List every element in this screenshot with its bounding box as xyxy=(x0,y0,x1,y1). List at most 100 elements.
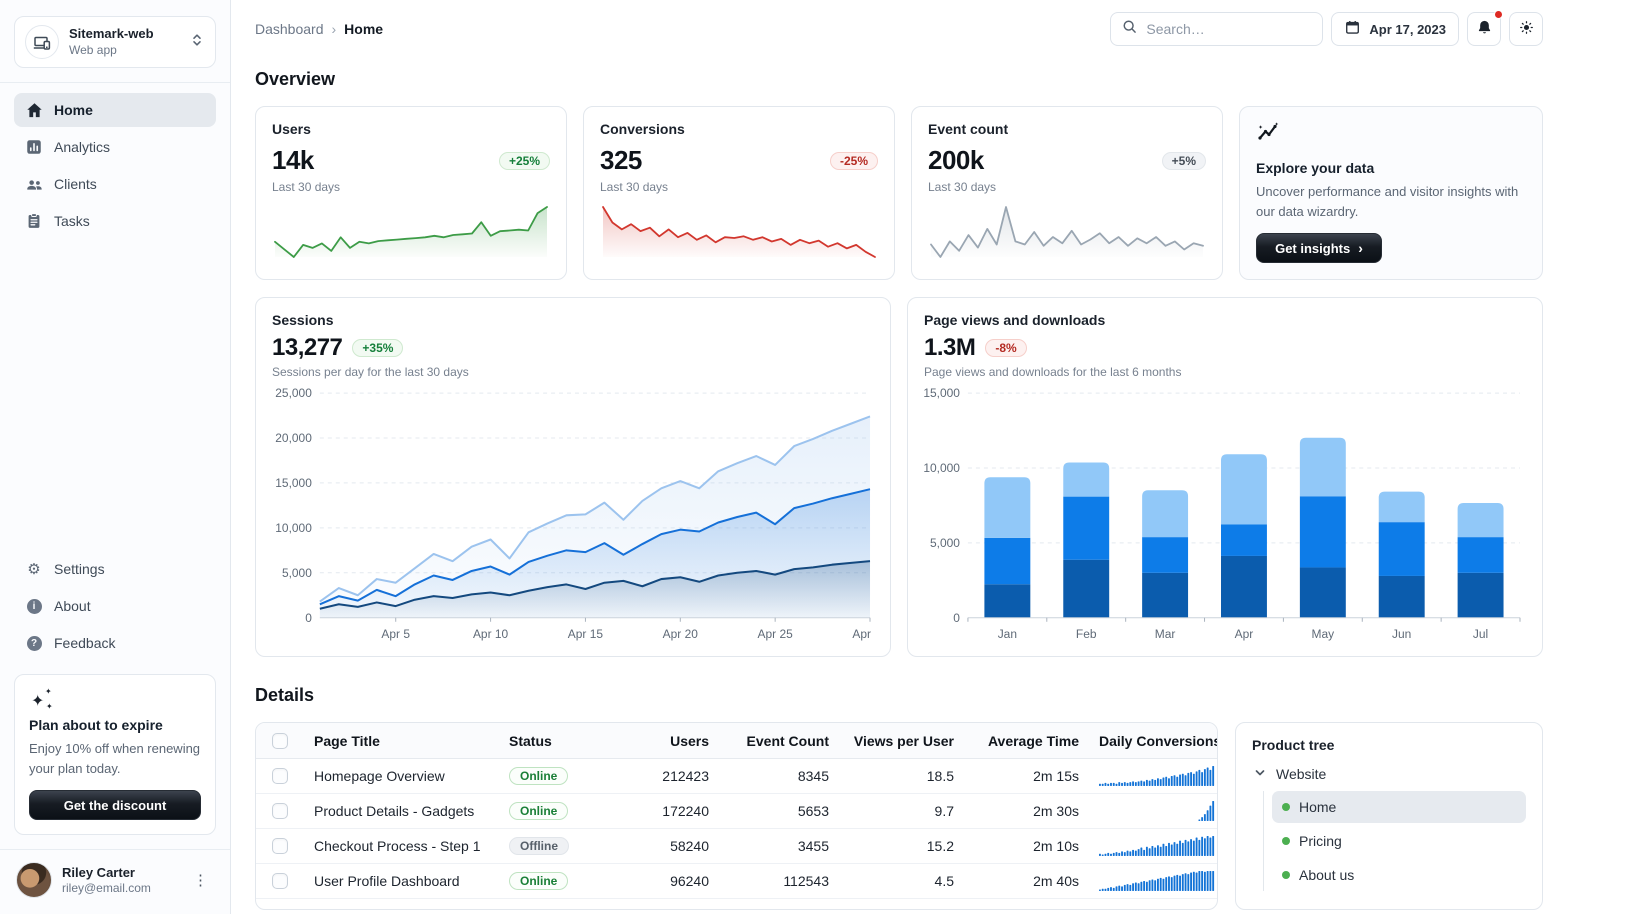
svg-text:Feb: Feb xyxy=(1076,627,1097,641)
svg-text:15,000: 15,000 xyxy=(275,476,312,490)
cell-daily-conversions xyxy=(1089,799,1217,824)
tree-item-label: About us xyxy=(1299,867,1355,883)
sidebar-item-feedback[interactable]: ? Feedback xyxy=(14,626,216,660)
cell-daily-conversions xyxy=(1089,834,1217,859)
row-checkbox[interactable] xyxy=(272,803,288,819)
theme-toggle-button[interactable] xyxy=(1509,12,1543,46)
table-row[interactable]: Checkout Process - Step 1 Offline 58240 345… xyxy=(256,829,1217,864)
sparkle-icon: ✦ ✦ ✦ xyxy=(31,687,53,711)
pageviews-chart-title: Page views and downloads xyxy=(924,312,1106,328)
svg-text:May: May xyxy=(1312,627,1335,641)
row-checkbox[interactable] xyxy=(272,768,288,784)
row-checkbox[interactable] xyxy=(272,838,288,854)
avatar xyxy=(16,862,52,898)
column-header-daily-conversions[interactable]: Daily Conversions xyxy=(1099,732,1217,749)
people-icon xyxy=(24,174,44,194)
svg-text:5,000: 5,000 xyxy=(282,566,312,580)
cell-page-title: Checkout Process - Step 1 xyxy=(314,838,481,854)
sidebar-item-home[interactable]: Home xyxy=(14,93,216,127)
calendar-icon xyxy=(1344,19,1361,39)
date-label: Apr 17, 2023 xyxy=(1369,21,1446,37)
stat-card-users: Users 14k +25% Last 30 days xyxy=(255,106,567,280)
column-header-status[interactable]: Status xyxy=(509,732,552,749)
pageviews-value: 1.3M xyxy=(924,334,976,361)
cell-average-time: 2m 15s xyxy=(1033,768,1079,784)
date-picker-button[interactable]: Apr 17, 2023 xyxy=(1331,12,1459,46)
svg-text:Apr: Apr xyxy=(1235,627,1254,641)
devices-icon xyxy=(25,25,59,59)
sidebar-item-tasks[interactable]: Tasks xyxy=(14,204,216,238)
select-all-checkbox[interactable] xyxy=(272,732,288,749)
search-input[interactable] xyxy=(1146,21,1313,37)
help-icon: ? xyxy=(24,633,44,653)
breadcrumb: Dashboard › Home xyxy=(255,21,383,37)
sidebar-item-analytics[interactable]: Analytics xyxy=(14,130,216,164)
table-row[interactable]: Product Details - Gadgets Online 172240 565… xyxy=(256,794,1217,829)
column-header-event-count[interactable]: Event Count xyxy=(746,732,829,749)
tree-item-home[interactable]: Home xyxy=(1272,791,1526,823)
svg-text:Apr 5: Apr 5 xyxy=(381,627,410,641)
product-tree-title: Product tree xyxy=(1252,737,1335,753)
tree-item-pricing[interactable]: Pricing xyxy=(1272,825,1526,857)
notification-dot xyxy=(1494,10,1503,19)
explore-card-body: Uncover performance and visitor insights… xyxy=(1256,184,1519,219)
home-icon xyxy=(24,100,44,120)
table-row[interactable]: User Profile Dashboard Online 96240 112543 4… xyxy=(256,864,1217,899)
notifications-button[interactable] xyxy=(1467,10,1503,46)
stat-card-conversions: Conversions 325 -25% Last 30 days xyxy=(583,106,895,280)
pageviews-chart-card: Page views and downloads 1.3M -8% Page v… xyxy=(907,297,1543,657)
tree-item-about-us[interactable]: About us xyxy=(1272,859,1526,891)
row-checkbox[interactable] xyxy=(272,873,288,889)
get-discount-button[interactable]: Get the discount xyxy=(29,790,201,820)
svg-text:15,000: 15,000 xyxy=(924,387,960,400)
sessions-value: 13,277 xyxy=(272,334,343,361)
sessions-subtitle: Sessions per day for the last 30 days xyxy=(272,365,469,379)
cell-views-per-user: 4.5 xyxy=(934,873,954,889)
svg-text:Apr 20: Apr 20 xyxy=(663,627,699,641)
status-badge: Online xyxy=(509,802,569,820)
cell-event-count: 112543 xyxy=(783,873,829,889)
cell-users: 172240 xyxy=(662,803,709,819)
svg-text:5,000: 5,000 xyxy=(930,536,960,550)
tree-node-website[interactable]: Website xyxy=(1252,759,1526,789)
cell-status: Offline xyxy=(499,837,619,855)
cell-users: 58240 xyxy=(670,838,709,854)
column-header-users[interactable]: Users xyxy=(670,732,709,749)
svg-text:10,000: 10,000 xyxy=(924,461,960,475)
table-row[interactable]: Homepage Overview Online 212423 8345 18.5 2m … xyxy=(256,759,1217,794)
cell-page-title: Homepage Overview xyxy=(314,768,445,784)
svg-text:Jan: Jan xyxy=(998,627,1017,641)
column-header-page-title[interactable]: Page Title xyxy=(314,732,380,749)
search-icon xyxy=(1121,18,1138,40)
stat-card-value: 200k xyxy=(928,145,984,175)
topbar: Dashboard › Home xyxy=(255,10,1543,47)
plan-card-title: Plan about to expire xyxy=(29,717,163,733)
pageviews-subtitle: Page views and downloads for the last 6 … xyxy=(924,365,1182,379)
svg-text:25,000: 25,000 xyxy=(275,387,312,400)
status-badge: Online xyxy=(509,767,569,785)
column-header-average-time[interactable]: Average Time xyxy=(987,732,1079,749)
svg-text:0: 0 xyxy=(305,611,312,625)
breadcrumb-dashboard[interactable]: Dashboard xyxy=(255,21,324,37)
user-account-row: Riley Carter riley@email.com ⋮ xyxy=(14,860,216,902)
sidebar-item-clients[interactable]: Clients xyxy=(14,167,216,201)
svg-text:0: 0 xyxy=(953,611,960,625)
green-dot-icon xyxy=(1282,837,1290,845)
cell-users: 96240 xyxy=(670,873,709,889)
cell-event-count: 5653 xyxy=(797,803,829,819)
stat-card-value: 14k xyxy=(272,145,314,175)
user-menu-icon[interactable]: ⋮ xyxy=(193,872,208,889)
bell-icon xyxy=(1476,19,1493,39)
cell-views-per-user: 18.5 xyxy=(926,768,954,784)
sidebar-item-about[interactable]: i About xyxy=(14,589,216,623)
sidebar-secondary-nav: ⚙ Settings i About? Feedback xyxy=(14,552,216,660)
get-insights-button[interactable]: Get insights › xyxy=(1256,233,1382,263)
stat-card-title: Users xyxy=(272,121,311,137)
svg-text:Jun: Jun xyxy=(1392,627,1411,641)
sidebar-item-settings[interactable]: ⚙ Settings xyxy=(14,552,216,586)
sidebar-item-label: Clients xyxy=(54,176,97,192)
column-header-views-per-user[interactable]: Views per User xyxy=(853,732,954,749)
workspace-selector[interactable]: Sitemark-web Web app xyxy=(14,16,216,68)
stat-card-value: 325 xyxy=(600,145,642,175)
